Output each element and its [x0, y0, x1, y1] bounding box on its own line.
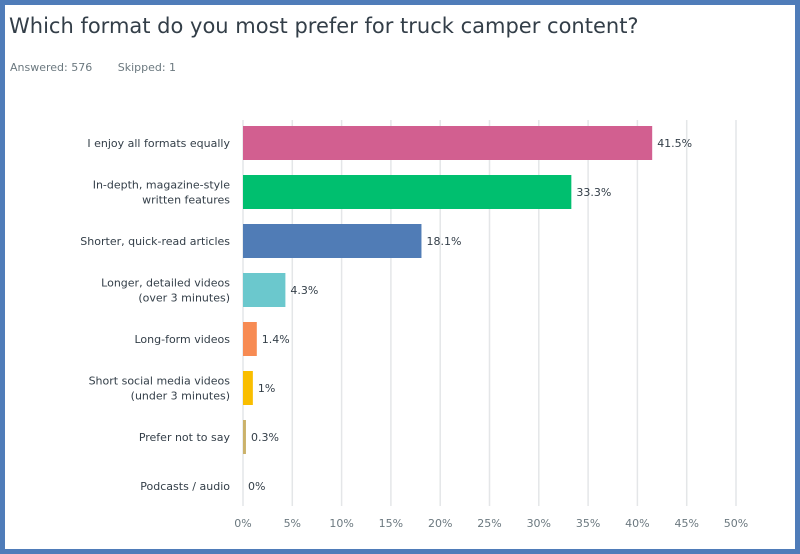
bar [243, 420, 246, 454]
x-tick-label: 25% [477, 517, 501, 530]
bar [243, 224, 422, 258]
data-label: 18.1% [426, 235, 461, 248]
x-tick-label: 50% [724, 517, 748, 530]
data-label: 33.3% [576, 186, 611, 199]
question-title: Which format do you most prefer for truc… [9, 14, 639, 38]
bar [243, 371, 253, 405]
category-label: written features [142, 194, 230, 207]
data-label: 1.4% [262, 333, 290, 346]
data-label: 1% [258, 382, 275, 395]
bar [243, 175, 572, 209]
skipped-count: Skipped: 1 [117, 61, 177, 74]
data-label: 0% [248, 480, 265, 493]
x-tick-label: 35% [576, 517, 600, 530]
category-label: (over 3 minutes) [138, 292, 230, 305]
x-tick-label: 20% [428, 517, 452, 530]
x-tick-label: 15% [379, 517, 403, 530]
data-label: 41.5% [657, 137, 692, 150]
data-label: 0.3% [251, 431, 279, 444]
response-stats: Answered: 576 Skipped: 1 [10, 61, 198, 74]
category-label: Prefer not to say [139, 431, 231, 444]
category-label: Long-form videos [134, 333, 230, 346]
category-label: Short social media videos [89, 375, 231, 388]
x-tick-label: 5% [284, 517, 301, 530]
x-tick-label: 30% [527, 517, 551, 530]
answered-count: Answered: 576 [10, 61, 93, 74]
data-label: 4.3% [290, 284, 318, 297]
x-tick-label: 45% [674, 517, 698, 530]
bar [243, 273, 286, 307]
category-label: I enjoy all formats equally [87, 137, 230, 150]
category-label: Longer, detailed videos [101, 277, 230, 290]
category-label: Podcasts / audio [140, 480, 230, 493]
x-tick-label: 0% [234, 517, 251, 530]
bar [243, 126, 653, 160]
category-label: In-depth, magazine-style [93, 179, 231, 192]
x-tick-label: 40% [625, 517, 649, 530]
x-tick-label: 10% [329, 517, 353, 530]
category-label: Shorter, quick-read articles [80, 235, 230, 248]
bar [243, 322, 257, 356]
category-label: (under 3 minutes) [131, 390, 230, 403]
